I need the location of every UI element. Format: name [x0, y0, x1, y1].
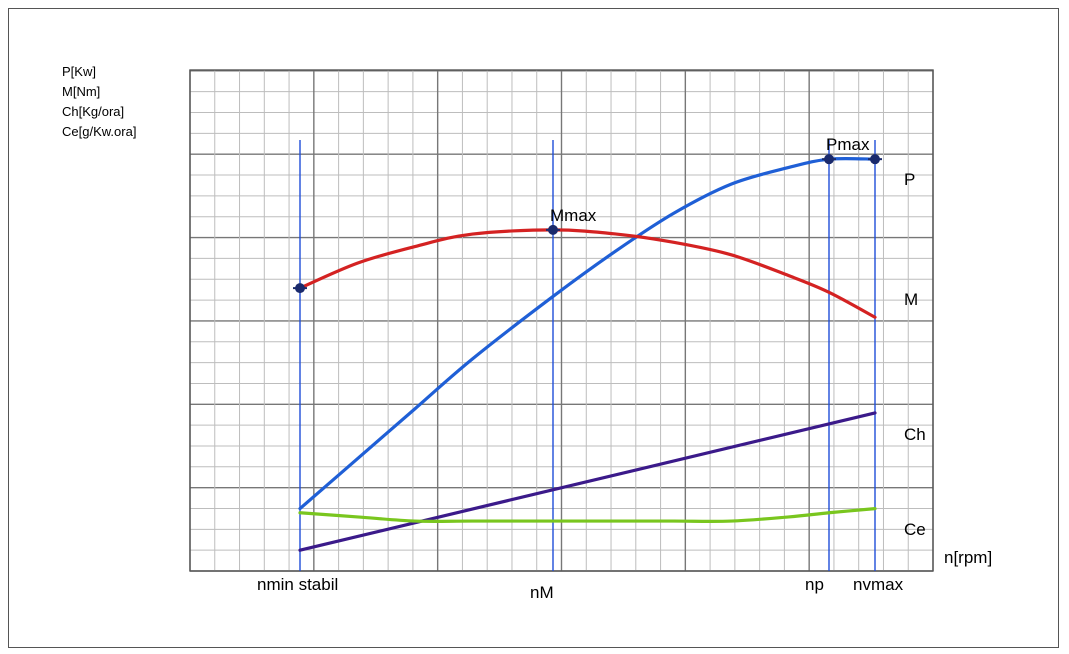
curve-ch — [298, 411, 877, 552]
marker-label: Pmax — [826, 135, 870, 154]
x-tick-label: nM — [530, 583, 554, 602]
chart-markers: Mmax Pmax — [293, 135, 882, 294]
curve-label-p: P — [904, 170, 915, 189]
point-marker: Pmax — [822, 135, 870, 165]
plot-area-border — [189, 69, 934, 572]
vertical-reference-lines — [299, 140, 876, 571]
x-tick-label: nmin stabil — [257, 575, 338, 594]
x-tick-label: nvmax — [853, 575, 904, 594]
chart-grid — [189, 69, 934, 572]
y-axis-label: Ce[g/Kw.ora] — [62, 124, 136, 139]
marker-label: Mmax — [550, 206, 597, 225]
x-tick-label: np — [805, 575, 824, 594]
x-axis-label: n[rpm] — [944, 548, 992, 567]
curve-label-m: M — [904, 290, 918, 309]
point-marker — [293, 283, 307, 294]
point-marker: Mmax — [546, 206, 597, 235]
x-tick-labels: nmin stabil nM np nvmax — [257, 575, 904, 602]
chart-curves — [298, 156, 877, 552]
curve-p — [298, 156, 877, 511]
y-axis-label: P[Kw] — [62, 64, 96, 79]
figure-frame — [8, 8, 1059, 648]
y-axis-labels: P[Kw] M[Nm] Ch[Kg/ora] Ce[g/Kw.ora] — [62, 64, 136, 139]
point-marker — [868, 154, 882, 165]
y-axis-label: Ch[Kg/ora] — [62, 104, 124, 119]
curve-labels: P M Ch Ce — [904, 170, 926, 539]
curve-m — [298, 228, 877, 319]
curve-label-ch: Ch — [904, 425, 926, 444]
curve-label-ce: Ce — [904, 520, 926, 539]
y-axis-label: M[Nm] — [62, 84, 100, 99]
curve-ce — [298, 507, 877, 523]
